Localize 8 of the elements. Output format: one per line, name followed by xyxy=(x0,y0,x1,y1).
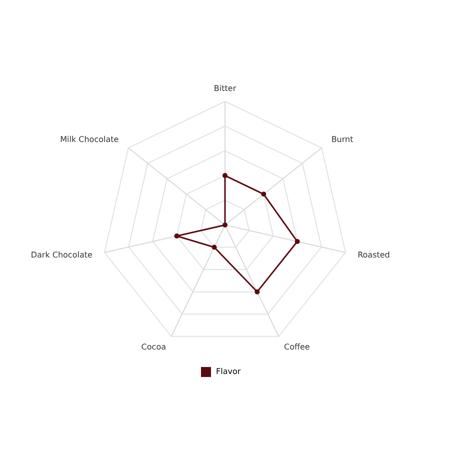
spoke-label: Burnt xyxy=(331,135,354,144)
spoke-label: Coffee xyxy=(284,342,310,352)
spoke-label: Dark Chocolate xyxy=(30,250,92,260)
spoke-label: Roasted xyxy=(358,250,390,260)
spoke-label: Bitter xyxy=(214,84,237,94)
spoke-label: Milk Chocolate xyxy=(60,135,119,144)
spoke-label: Cocoa xyxy=(141,342,166,352)
legend-label: Flavor xyxy=(216,367,242,376)
